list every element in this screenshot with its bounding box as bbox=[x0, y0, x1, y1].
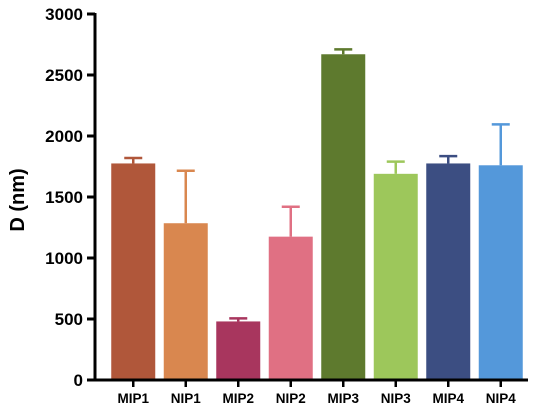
x-tick-label: NIP4 bbox=[486, 391, 517, 406]
y-axis-title: D (nm) bbox=[7, 168, 29, 231]
y-tick-label: 1000 bbox=[45, 249, 83, 268]
y-tick-label: 2500 bbox=[45, 66, 83, 85]
y-tick-label: 3000 bbox=[45, 5, 83, 24]
bar-nip3 bbox=[373, 173, 418, 380]
x-tick-label: NIP1 bbox=[171, 391, 202, 406]
y-tick-label: 0 bbox=[74, 371, 83, 390]
bars-group bbox=[111, 54, 523, 380]
bar-mip1 bbox=[111, 163, 156, 380]
bar-mip4 bbox=[426, 163, 471, 380]
x-tick-label: MIP2 bbox=[222, 391, 254, 406]
error-bars-group bbox=[124, 48, 510, 322]
y-axis: 0 500 1000 1500 2000 2500 3000 bbox=[45, 5, 97, 390]
bar-nip4 bbox=[478, 165, 523, 380]
x-tick-label: MIP1 bbox=[117, 391, 149, 406]
y-tick-label: 2000 bbox=[45, 127, 83, 146]
y-tick-label: 500 bbox=[55, 310, 83, 329]
bar-mip3 bbox=[321, 54, 366, 380]
x-axis: MIP1 NIP1 MIP2 NIP2 MIP3 NIP3 MIP4 NIP4 bbox=[93, 378, 528, 406]
x-tick-label: MIP3 bbox=[327, 391, 359, 406]
bar-mip2 bbox=[216, 321, 261, 380]
x-tick-label: NIP2 bbox=[276, 391, 306, 406]
x-tick-label: MIP4 bbox=[432, 391, 464, 406]
bar-nip2 bbox=[268, 236, 313, 380]
x-tick-label: NIP3 bbox=[381, 391, 412, 406]
bar-nip1 bbox=[163, 223, 208, 380]
y-tick-label: 1500 bbox=[45, 188, 83, 207]
